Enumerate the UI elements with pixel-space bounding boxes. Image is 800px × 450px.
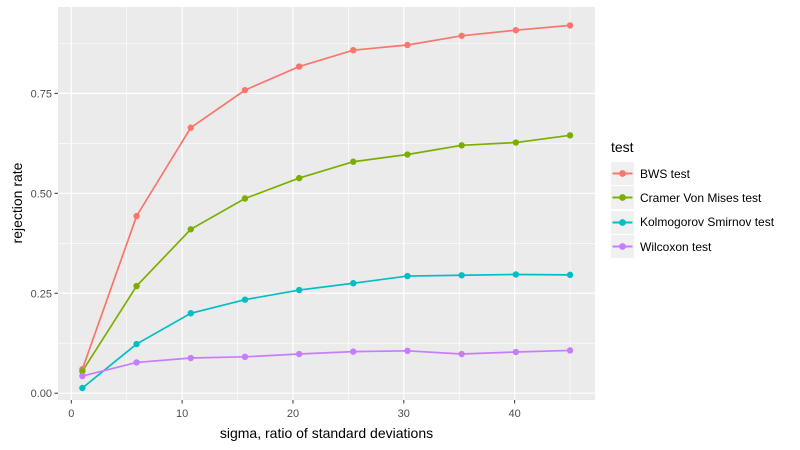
x-tick-label: 0	[68, 408, 74, 420]
legend-key-swatch	[611, 186, 634, 210]
data-point	[350, 280, 357, 287]
series-line	[81, 134, 571, 372]
legend-item-label: Kolmogorov Smirnov test	[640, 215, 775, 230]
data-point	[350, 348, 357, 355]
legend-title: test	[611, 139, 634, 155]
data-point	[133, 212, 140, 220]
data-point	[512, 271, 520, 278]
legend-items: BWS test Cramer Von Mises test Kolmogorov …	[611, 162, 775, 259]
data-point	[566, 271, 574, 279]
data-point	[404, 347, 411, 355]
legend-item: Cramer Von Mises test	[611, 186, 774, 210]
data-point	[133, 340, 140, 348]
data-point	[295, 286, 303, 294]
data-point	[241, 195, 249, 202]
legend-item-label: Cramer Von Mises test	[640, 190, 762, 205]
data-point	[79, 384, 86, 392]
legend-key-swatch	[611, 162, 634, 185]
data-point	[133, 282, 140, 290]
data-point	[566, 132, 574, 139]
x-axis-title: sigma, ratio of standard deviations	[219, 425, 434, 441]
legend-item-label: Wilcoxon test	[640, 239, 712, 254]
data-point	[458, 272, 465, 279]
data-point	[458, 32, 465, 39]
data-point	[350, 46, 357, 54]
plot-panel	[58, 7, 595, 400]
data-point	[79, 372, 86, 380]
legend-key-swatch	[611, 210, 634, 234]
data-point	[458, 142, 465, 149]
y-tick-label: 0.00	[31, 388, 52, 400]
data-point	[187, 124, 194, 131]
data-point	[458, 350, 465, 358]
legend-item: Wilcoxon test	[611, 235, 774, 259]
legend-item-label: BWS test	[640, 166, 691, 181]
data-point	[404, 41, 411, 49]
data-point	[79, 368, 86, 375]
data-point	[404, 272, 411, 280]
data-point	[512, 26, 520, 34]
series-line	[81, 273, 571, 389]
legend: test BWS test Cramer Von Mises test Kolmog…	[611, 139, 774, 260]
data-point	[241, 296, 249, 303]
x-tick-label: 30	[398, 408, 410, 420]
data-point	[512, 348, 520, 356]
legend-key-swatch	[611, 235, 634, 259]
series-line	[82, 349, 571, 377]
data-point	[566, 22, 574, 29]
y-tick-label: 0.50	[31, 188, 52, 200]
data-point	[295, 63, 303, 70]
x-tick-label: 10	[176, 408, 188, 420]
data-point	[241, 86, 249, 94]
series-line	[81, 24, 571, 370]
data-point	[566, 347, 574, 354]
data-point	[404, 151, 411, 158]
legend-item: BWS test	[611, 162, 774, 185]
data-point	[133, 359, 140, 366]
data-point	[187, 226, 194, 233]
data-point	[187, 354, 194, 362]
data-point	[187, 310, 194, 317]
x-tick-label: 40	[509, 408, 521, 420]
data-point	[241, 353, 249, 361]
y-axis-title: rejection rate	[9, 162, 25, 244]
data-point	[295, 174, 303, 182]
x-tick-label: 20	[287, 408, 299, 420]
data-point	[295, 350, 303, 358]
data-point	[350, 158, 357, 165]
data-point	[512, 139, 520, 146]
y-tick-label: 0.25	[31, 288, 52, 300]
legend-item: Kolmogorov Smirnov test	[611, 210, 775, 234]
y-tick-label: 0.75	[31, 88, 52, 100]
